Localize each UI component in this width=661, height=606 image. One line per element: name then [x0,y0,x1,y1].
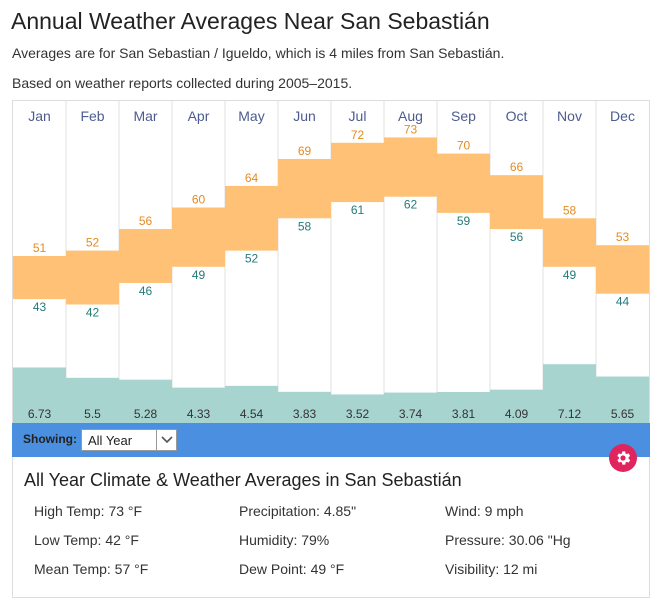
precip-bar [490,389,543,424]
precip-bar [119,379,172,424]
precip-label: 4.54 [240,407,264,421]
high-temp-label: 64 [245,171,259,185]
high-temp-label: 51 [33,241,47,255]
low-temp-label: 49 [192,268,206,282]
high-temp-label: 58 [563,203,577,217]
low-temp-label: 42 [86,306,100,320]
chart-canvas: Jan 51 43 6.73 Feb 52 42 5.5 Mar 56 46 5.28 Apr 60 49 4… [13,101,649,424]
high-temp-label: 66 [510,160,524,174]
month-label: Nov [557,108,582,124]
high-temp-label: 73 [404,122,418,136]
month-label: Jan [28,108,51,124]
precip-label: 4.09 [505,407,529,421]
precip-label: 6.73 [28,407,52,421]
period-select-value: All Year [88,433,133,448]
precip-label: 3.52 [346,407,370,421]
low-temp-label: 44 [616,295,630,309]
precip-bar [66,377,119,424]
temp-range-bar [596,245,649,294]
low-temp-label: 46 [139,284,153,298]
temp-range-bar [437,153,490,213]
low-temp-label: 62 [404,198,418,212]
temp-range-bar [13,256,66,300]
temp-range-bar [331,142,384,203]
temp-range-bar [278,158,331,219]
precip-label: 3.81 [452,407,476,421]
month-label: Aug [398,108,423,124]
data-period-note: Based on weather reports collected durin… [12,75,353,91]
precip-bar [543,364,596,424]
low-temp-label: 61 [351,203,365,217]
high-temp-label: 52 [86,236,100,250]
precip-label: 5.65 [611,407,635,421]
summary-title: All Year Climate & Weather Averages in S… [24,470,462,490]
climate-summary: All Year Climate & Weather Averages in S… [12,457,650,598]
month-label: Dec [610,108,635,124]
settings-button[interactable] [609,444,637,472]
showing-label: Showing: [23,432,77,446]
stat-mean-temp: Mean Temp: 57 °F [34,561,149,577]
stat-high-temp: High Temp: 73 °F [34,503,143,519]
temp-range-bar [119,229,172,283]
low-temp-label: 49 [563,268,577,282]
precip-label: 3.83 [293,407,317,421]
precip-bar [331,394,384,424]
month-label: Jun [293,108,316,124]
low-temp-label: 59 [457,214,471,228]
chevron-down-icon[interactable] [156,430,176,450]
period-selector-bar: Showing: All Year [12,423,650,457]
precip-bar [13,367,66,424]
stat-low-temp: Low Temp: 42 °F [34,532,139,548]
monthly-weather-chart: Jan 51 43 6.73 Feb 52 42 5.5 Mar 56 46 5.28 Apr 60 49 4… [12,100,650,424]
month-label: Mar [133,108,157,124]
temp-range-bar [225,185,278,251]
precip-bar [437,391,490,424]
page-title: Annual Weather Averages Near San Sebasti… [11,8,490,34]
high-temp-label: 69 [298,144,312,158]
period-select[interactable]: All Year [81,429,177,451]
temp-range-bar [543,218,596,267]
precip-label: 7.12 [558,407,582,421]
precip-bar [172,387,225,424]
high-temp-label: 72 [351,128,365,142]
stat-pressure: Pressure: 30.06 "Hg [445,532,571,548]
month-label: Sep [451,108,476,124]
precip-label: 5.28 [134,407,158,421]
month-label: Oct [506,108,528,124]
station-note: Averages are for San Sebastian / Igueldo… [12,45,505,61]
month-label: Apr [188,108,210,124]
high-temp-label: 70 [457,139,471,153]
temp-range-bar [66,250,119,305]
precip-bar [278,391,331,424]
low-temp-label: 58 [298,219,312,233]
high-temp-label: 56 [139,214,153,228]
temp-range-bar [172,207,225,267]
month-label: Jul [349,108,367,124]
stat-precipitation: Precipitation: 4.85" [239,503,357,519]
precip-label: 5.5 [84,407,101,421]
low-temp-label: 43 [33,300,47,314]
month-label: Feb [80,108,104,124]
temp-range-bar [490,175,543,230]
temp-range-bar [384,137,437,197]
precip-label: 4.33 [187,407,211,421]
low-temp-label: 52 [245,252,259,266]
gear-icon [617,451,631,465]
high-temp-label: 53 [616,230,630,244]
month-label: May [238,108,264,124]
precip-bar [225,385,278,424]
precip-bar [384,392,437,424]
stat-visibility: Visibility: 12 mi [445,561,538,577]
stat-humidity: Humidity: 79% [239,532,330,548]
stat-dew-point: Dew Point: 49 °F [239,561,345,577]
precip-label: 3.74 [399,407,423,421]
low-temp-label: 56 [510,230,524,244]
high-temp-label: 60 [192,192,206,206]
precip-bar [596,376,649,424]
stat-wind: Wind: 9 mph [445,503,524,519]
